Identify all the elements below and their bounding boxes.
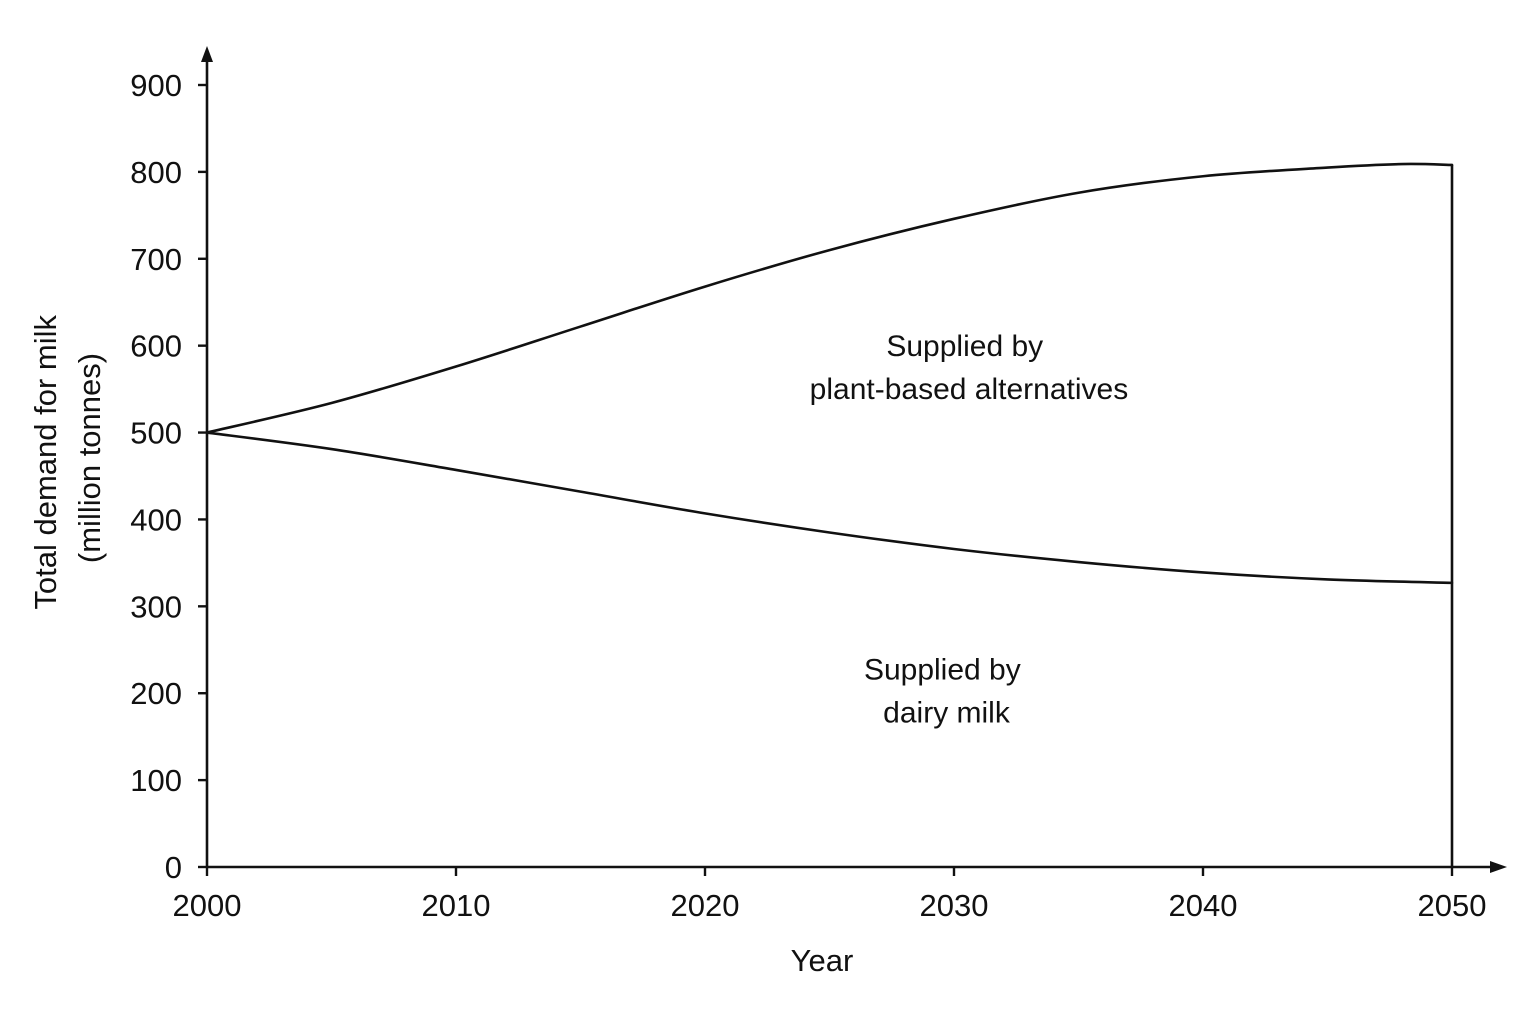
y-tick-label: 0 <box>165 850 182 885</box>
y-tick-label: 800 <box>130 155 182 190</box>
y-tick-label: 400 <box>130 502 182 537</box>
series <box>205 162 1454 867</box>
annotation-dairy-line-2: dairy milk <box>883 696 1011 729</box>
total-demand-line <box>205 162 1454 434</box>
annotation-dairy: Supplied by dairy milk <box>864 653 1029 729</box>
x-tick-label: 2040 <box>1169 888 1238 923</box>
y-axis-title-line-1: Total demand for milk <box>28 315 63 610</box>
y-tick-label: 500 <box>130 416 182 451</box>
y-axis-arrow <box>201 46 213 62</box>
x-tick-label: 2030 <box>920 888 989 923</box>
labels: Year Total demand for milk (million tonn… <box>28 306 1129 978</box>
dairy-milk-line <box>205 431 1454 585</box>
y-tick-label: 900 <box>130 68 182 103</box>
annotation-plant-based: Supplied by plant-based alternatives <box>810 330 1129 406</box>
y-tick-label: 100 <box>130 763 182 798</box>
x-tick-label: 2000 <box>173 888 242 923</box>
annotation-dairy-line-1: Supplied by <box>864 653 1021 686</box>
axes <box>201 46 1507 873</box>
annotation-plant-based-line-2: plant-based alternatives <box>810 373 1129 406</box>
x-tick-label: 2050 <box>1418 888 1487 923</box>
x-axis-arrow <box>1490 861 1507 873</box>
y-tick-label: 200 <box>130 676 182 711</box>
y-axis-title-line-2: (million tonnes) <box>72 353 107 563</box>
annotation-plant-based-line-1: Supplied by <box>886 330 1043 363</box>
y-tick-label: 300 <box>130 589 182 624</box>
ticks: 0 100 200 300 400 500 600 700 800 900 2000 2010 2020… <box>130 68 1486 923</box>
x-tick-label: 2020 <box>671 888 740 923</box>
x-axis-title: Year <box>791 943 854 978</box>
y-tick-label: 600 <box>130 329 182 364</box>
x-tick-label: 2010 <box>422 888 491 923</box>
y-tick-label: 700 <box>130 242 182 277</box>
y-axis-title: Total demand for milk (million tonnes) <box>28 306 107 609</box>
